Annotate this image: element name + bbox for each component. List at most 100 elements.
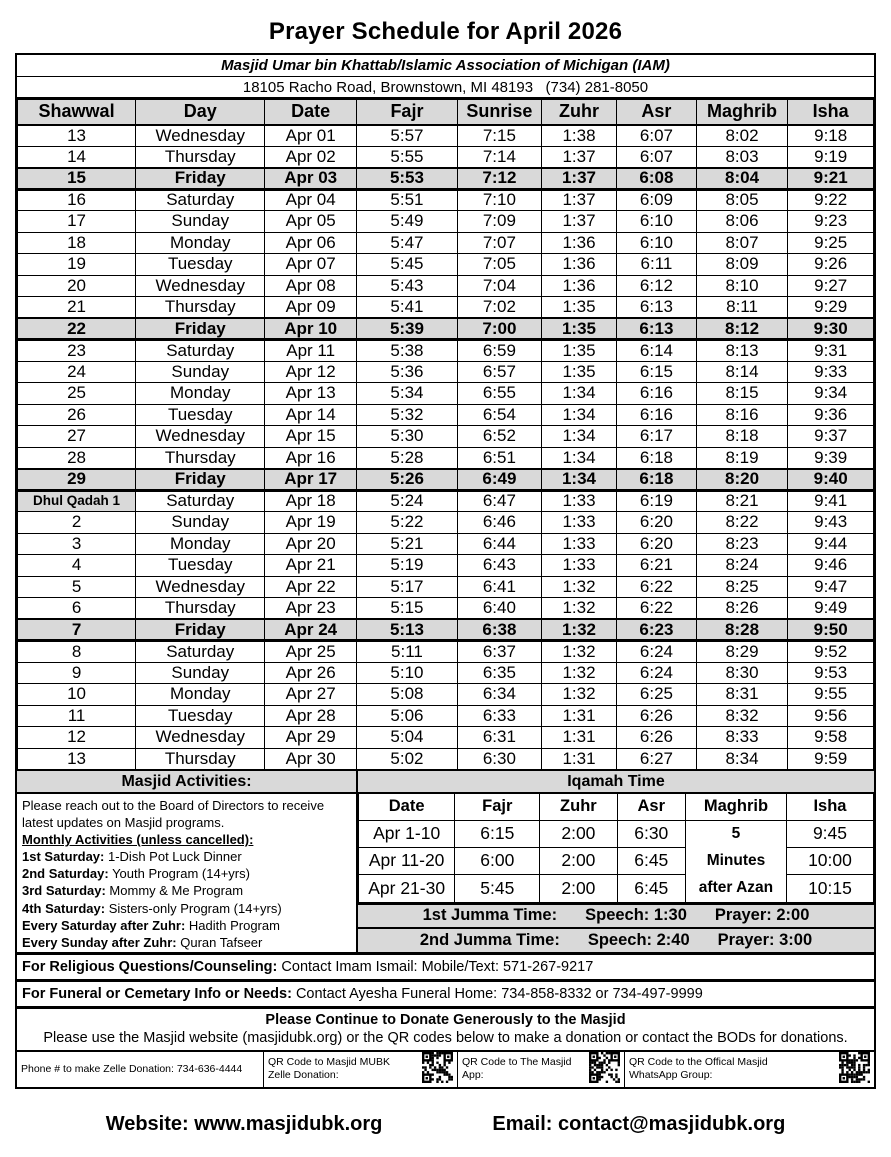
- cell-maghrib: 8:07: [695, 231, 789, 254]
- cell-date: Apr 08: [264, 274, 357, 297]
- cell-day: Saturday: [135, 339, 266, 362]
- cell-day: Sunday: [135, 360, 266, 383]
- cell-sunrise: 7:05: [456, 253, 542, 276]
- cell-maghrib: 8:31: [695, 683, 789, 706]
- iqamah-cell-isha: 10:15: [785, 874, 875, 903]
- prayer-row-apr-23: 6 Thursday Apr 23 5:15 6:40 1:32 6:22 8:26 9:49: [16, 597, 874, 620]
- cell-zuhr: 1:33: [540, 489, 618, 512]
- cell-zuhr: 1:36: [540, 253, 618, 276]
- cell-maghrib: 8:26: [695, 597, 789, 620]
- cell-maghrib: 8:12: [695, 317, 789, 341]
- iqamah-cell-zuhr: 2:00: [539, 846, 618, 876]
- cell-date: Apr 24: [264, 618, 357, 642]
- prayer-row-apr-24: 7 Friday Apr 24 5:13 6:38 1:32 6:23 8:28 9:50: [16, 618, 874, 642]
- masjid-name: Masjid Umar bin Khattab/Islamic Associat…: [17, 55, 874, 77]
- cell-maghrib: 8:33: [695, 726, 789, 749]
- cell-sunrise: 6:46: [456, 511, 542, 534]
- cell-zuhr: 1:32: [540, 597, 618, 620]
- cell-asr: 6:23: [616, 618, 697, 642]
- cell-asr: 6:09: [616, 188, 697, 211]
- cell-isha: 9:37: [787, 425, 874, 448]
- cell-zuhr: 1:31: [540, 704, 618, 727]
- cell-date: Apr 03: [264, 166, 357, 191]
- cell-hijri: Dhul Qadah 1: [16, 489, 137, 512]
- iqamah-column-header-isha: Isha: [785, 794, 875, 821]
- cell-date: Apr 12: [264, 360, 357, 383]
- cell-asr: 6:18: [616, 446, 697, 469]
- cell-zuhr: 1:34: [540, 467, 618, 492]
- cell-zuhr: 1:32: [540, 683, 618, 706]
- cell-hijri: 29: [16, 467, 137, 492]
- prayer-row-apr-10: 22 Friday Apr 10 5:39 7:00 1:35 6:13 8:12 9:30: [16, 317, 874, 341]
- cell-hijri: 11: [16, 704, 137, 727]
- cell-zuhr: 1:34: [540, 403, 618, 426]
- activity-item: 4th Saturday: Sisters-only Program (14+y…: [22, 900, 282, 916]
- cell-sunrise: 6:52: [456, 425, 542, 448]
- cell-hijri: 19: [16, 253, 137, 276]
- cell-date: Apr 05: [264, 210, 357, 233]
- footer-email: Email: contact@masjidubk.org: [492, 1112, 786, 1135]
- cell-day: Wednesday: [135, 124, 266, 147]
- cell-sunrise: 6:55: [456, 382, 542, 405]
- cell-fajr: 5:28: [355, 446, 458, 469]
- cell-fajr: 5:34: [355, 382, 458, 405]
- cell-maghrib: 8:34: [695, 747, 789, 770]
- cell-date: Apr 02: [264, 145, 357, 168]
- cell-hijri: 13: [16, 747, 137, 770]
- cell-hijri: 21: [16, 296, 137, 319]
- cell-isha: 9:22: [787, 188, 874, 211]
- donation-title: Please Continue to Donate Generously to …: [265, 1011, 626, 1028]
- iqamah-row-2: Apr 11-20 6:00 2:00 6:45 10:00: [357, 846, 875, 876]
- cell-day: Monday: [135, 382, 266, 405]
- cell-isha: 9:56: [787, 704, 874, 727]
- cell-isha: 9:49: [787, 597, 874, 620]
- cell-isha: 9:40: [787, 467, 874, 492]
- cell-day: Wednesday: [135, 425, 266, 448]
- prayer-row-apr-22: 5 Wednesday Apr 22 5:17 6:41 1:32 6:22 8:25 9:47: [16, 575, 874, 598]
- cell-asr: 6:16: [616, 403, 697, 426]
- cell-zuhr: 1:34: [540, 446, 618, 469]
- cell-date: Apr 19: [264, 511, 357, 534]
- cell-zuhr: 1:37: [540, 166, 618, 191]
- cell-maghrib: 8:09: [695, 253, 789, 276]
- cell-day: Wednesday: [135, 575, 266, 598]
- cell-sunrise: 6:59: [456, 339, 542, 362]
- cell-isha: 9:59: [787, 747, 874, 770]
- cell-hijri: 25: [16, 382, 137, 405]
- cell-day: Sunday: [135, 511, 266, 534]
- cell-isha: 9:43: [787, 511, 874, 534]
- cell-asr: 6:15: [616, 360, 697, 383]
- prayer-row-apr-17: 29 Friday Apr 17 5:26 6:49 1:34 6:18 8:20 9:40: [16, 467, 874, 492]
- cell-asr: 6:25: [616, 683, 697, 706]
- activities-monthly-heading: Monthly Activities (unless cancelled):: [22, 832, 254, 848]
- cell-day: Tuesday: [135, 403, 266, 426]
- activities-title: Masjid Activities:: [17, 771, 356, 794]
- iqamah-row-1: Apr 1-10 6:15 2:00 6:30 5 Minutes after Azan 9:…: [357, 819, 875, 903]
- cell-isha: 9:58: [787, 726, 874, 749]
- cell-sunrise: 6:33: [456, 704, 542, 727]
- cell-hijri: 13: [16, 124, 137, 147]
- prayer-row-apr-06: 18 Monday Apr 06 5:47 7:07 1:36 6:10 8:07 9:25: [16, 231, 874, 254]
- donation-text: Please use the Masjid website (masjidubk…: [43, 1029, 848, 1046]
- cell-fajr: 5:13: [355, 618, 458, 642]
- cell-hijri: 6: [16, 597, 137, 620]
- cell-asr: 6:11: [616, 253, 697, 276]
- cell-fajr: 5:15: [355, 597, 458, 620]
- prayer-row-apr-07: 19 Tuesday Apr 07 5:45 7:05 1:36 6:11 8:09 9:26: [16, 253, 874, 276]
- cell-isha: 9:46: [787, 554, 874, 577]
- cell-fajr: 5:51: [355, 188, 458, 211]
- cell-hijri: 10: [16, 683, 137, 706]
- cell-isha: 9:23: [787, 210, 874, 233]
- cell-sunrise: 7:14: [456, 145, 542, 168]
- cell-maghrib: 8:04: [695, 166, 789, 191]
- cell-sunrise: 6:57: [456, 360, 542, 383]
- cell-isha: 9:29: [787, 296, 874, 319]
- iqamah-column-header-date: Date: [357, 794, 456, 821]
- cell-zuhr: 1:37: [540, 188, 618, 211]
- cell-zuhr: 1:31: [540, 726, 618, 749]
- iqamah-table-body: Apr 1-10 6:15 2:00 6:30 5 Minutes after Azan 9:…: [357, 819, 875, 903]
- cell-zuhr: 1:36: [540, 231, 618, 254]
- cell-day: Thursday: [135, 747, 266, 770]
- cell-maghrib: 8:02: [695, 124, 789, 147]
